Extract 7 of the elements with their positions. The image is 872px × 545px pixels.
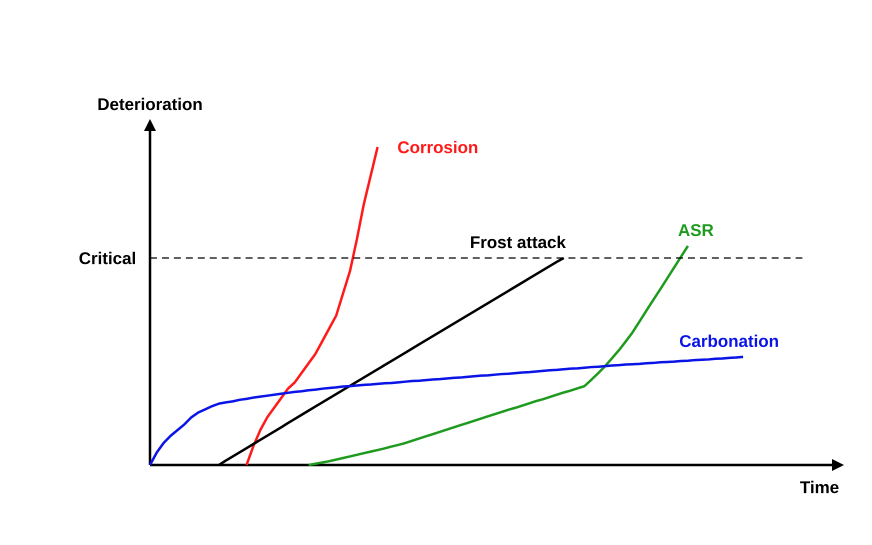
series-label: Frost attack [471, 236, 566, 248]
series-label: ASR [678, 224, 714, 236]
series-label: Carbonation [680, 334, 778, 348]
ref-line-label: Critical [79, 252, 135, 264]
y-axis-title: Deterioration [98, 98, 202, 110]
x-axis-title: Time [800, 480, 839, 494]
series-label: Corrosion [398, 140, 478, 154]
